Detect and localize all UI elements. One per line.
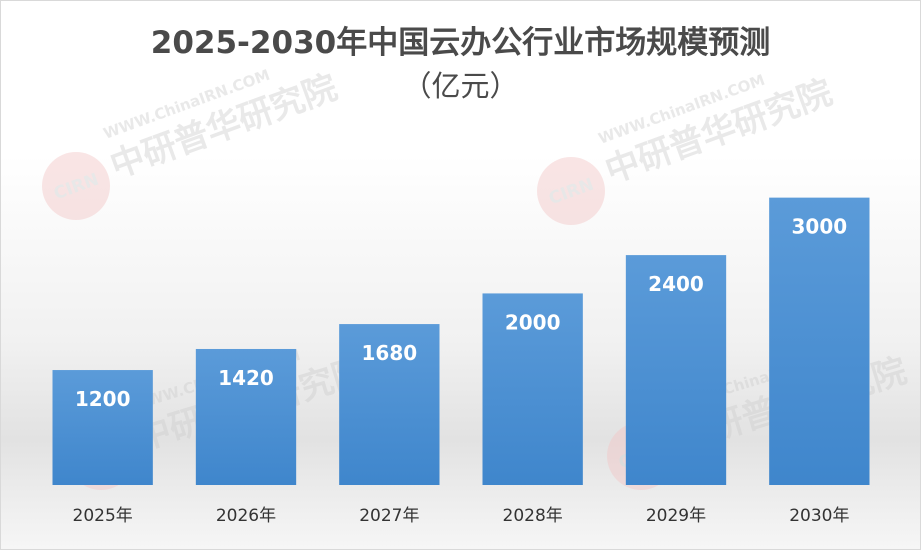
x-tick-label: 2028年 [503,506,563,526]
x-tick-label: 2026年 [216,506,276,526]
x-tick-label: 2029年 [646,506,706,526]
chart-title: 2025-2030年中国云办公行业市场规模预测 [150,25,771,61]
x-tick-label: 2027年 [359,506,419,526]
bar-0 [52,370,153,485]
bar-value-label: 1200 [75,387,131,411]
bar-4 [625,255,727,485]
bar-value-label: 3000 [791,215,847,239]
bar-value-label: 2000 [505,310,561,334]
bar-value-label: 1680 [361,341,417,365]
bar-2 [339,324,440,485]
bar-5 [769,197,870,485]
x-tick-label: 2025年 [73,506,133,526]
bar-1 [195,348,297,485]
x-tick-label: 2030年 [789,506,849,526]
bar-value-label: 2400 [648,272,704,296]
bar-3 [482,293,583,485]
bar-value-label: 1420 [218,366,274,390]
watermark-logo-circle [42,152,110,220]
chart-subtitle: （亿元） [402,69,519,103]
watermark-logo-circle [537,157,605,225]
